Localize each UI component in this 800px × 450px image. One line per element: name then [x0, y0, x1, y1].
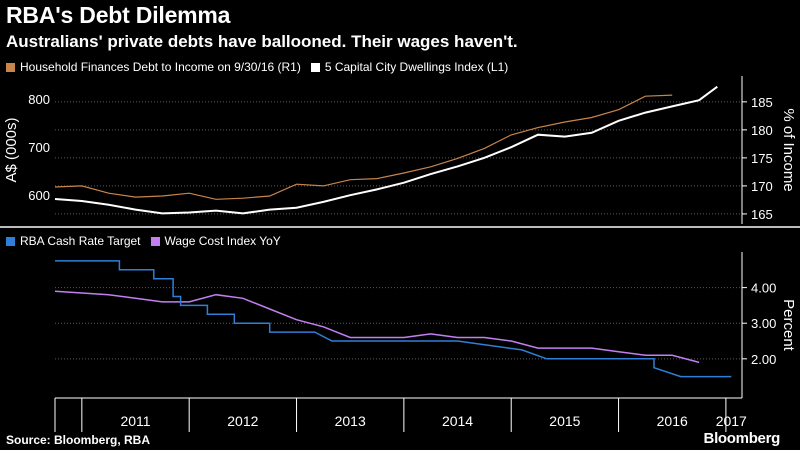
x-tick-label: 2015 — [549, 413, 580, 429]
x-tick-label: 2013 — [335, 413, 366, 429]
legend-label-debt: Household Finances Debt to Income on 9/3… — [20, 60, 301, 74]
right-tick-label: 170 — [751, 179, 773, 194]
percent-tick-label: 2.00 — [751, 352, 776, 367]
x-tick-label: 2016 — [657, 413, 688, 429]
x-tick-label: 2017 — [716, 413, 747, 429]
series-line-dwellings-index — [54, 85, 718, 215]
top-legend: Household Finances Debt to Income on 9/3… — [6, 60, 518, 74]
left-tick-label: 700 — [28, 140, 50, 155]
legend-label-dwellings: 5 Capital City Dwellings Index (L1) — [324, 60, 509, 74]
percent-tick-label: 4.00 — [751, 281, 776, 296]
percent-tick-label: 3.00 — [751, 316, 776, 331]
series-line-cash-rate-target — [55, 260, 732, 378]
x-tick-label: 2014 — [442, 413, 473, 429]
left-axis-label: A$ (000s) — [3, 117, 20, 182]
percent-axis-label: Percent — [780, 299, 797, 352]
chart-title: RBA's Debt Dilemma — [6, 2, 231, 28]
x-tick-label: 2011 — [120, 413, 150, 429]
right-tick-label: 180 — [751, 123, 773, 138]
right-axis-label: % of Income — [780, 108, 797, 191]
right-tick-label: 165 — [751, 207, 773, 222]
legend-swatch-debt — [6, 62, 15, 72]
legend-item-cash-rate: RBA Cash Rate Target — [6, 234, 141, 248]
legend-swatch-cash-rate — [6, 236, 15, 246]
right-tick-label: 185 — [751, 95, 773, 110]
legend-swatch-dwellings — [310, 62, 320, 72]
legend-item-dwellings: 5 Capital City Dwellings Index (L1) — [310, 60, 509, 74]
source-note: Source: Bloomberg, RBA — [6, 433, 151, 447]
bottom-legend: RBA Cash Rate Target Wage Cost Index YoY — [6, 234, 291, 248]
chart-subtitle: Australians' private debts have balloone… — [6, 32, 518, 51]
x-tick-label: 2012 — [227, 413, 258, 429]
series-line-wage-cost-index — [54, 290, 700, 364]
left-tick-label: 600 — [28, 188, 50, 203]
bloomberg-logo: Bloomberg — [703, 430, 781, 447]
series-line-debt-to-income — [54, 94, 673, 200]
legend-label-wage: Wage Cost Index YoY — [164, 234, 281, 248]
legend-item-debt: Household Finances Debt to Income on 9/3… — [6, 60, 301, 74]
left-tick-label: 800 — [28, 92, 50, 107]
legend-swatch-wage — [150, 236, 160, 246]
legend-label-cash-rate: RBA Cash Rate Target — [20, 234, 141, 248]
legend-item-wage: Wage Cost Index YoY — [150, 234, 281, 248]
right-tick-label: 175 — [751, 151, 773, 166]
